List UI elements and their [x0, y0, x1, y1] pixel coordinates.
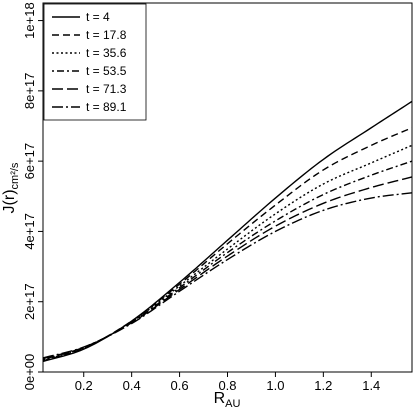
x-axis-ticks: 0.2 0.4 0.6 0.8 1.0 1.2 1.4 — [75, 372, 380, 393]
y-tick-label: 1e+18 — [22, 2, 37, 39]
legend: t = 4 t = 17.8 t = 35.6 t = 53.5 t = 71.3 t =… — [43, 3, 147, 121]
series-line-4 — [42, 176, 413, 360]
series-line-5 — [42, 192, 413, 359]
y-tick-label: 2e+17 — [22, 283, 37, 320]
legend-label-5: t = 89.1 — [86, 100, 127, 114]
y-tick-label: 8e+17 — [22, 73, 37, 110]
legend-label-0: t = 4 — [86, 10, 110, 24]
series-line-3 — [42, 160, 413, 361]
y-axis-ticks: 0e+00 2e+17 4e+17 6e+17 8e+17 1e+18 — [22, 2, 43, 390]
legend-label-2: t = 35.6 — [86, 46, 127, 60]
series-lines — [42, 100, 413, 363]
legend-box — [43, 3, 147, 121]
x-tick-label: 0.4 — [123, 378, 141, 393]
x-tick-label: 1.4 — [362, 378, 380, 393]
y-axis-label: J(r)cm²/s — [1, 162, 21, 213]
x-tick-label: 0.8 — [218, 378, 236, 393]
legend-label-4: t = 71.3 — [86, 82, 127, 96]
y-tick-label: 0e+00 — [22, 354, 37, 391]
y-tick-label: 6e+17 — [22, 143, 37, 180]
legend-label-1: t = 17.8 — [86, 28, 127, 42]
legend-label-3: t = 53.5 — [86, 64, 127, 78]
x-tick-label: 0.2 — [75, 378, 93, 393]
x-axis-label: RAU — [214, 390, 241, 410]
y-tick-label: 4e+17 — [22, 213, 37, 250]
x-tick-label: 0.6 — [171, 378, 189, 393]
series-line-0 — [42, 100, 413, 363]
x-tick-label: 1.0 — [266, 378, 284, 393]
series-line-1 — [42, 127, 413, 362]
x-tick-label: 1.2 — [314, 378, 332, 393]
